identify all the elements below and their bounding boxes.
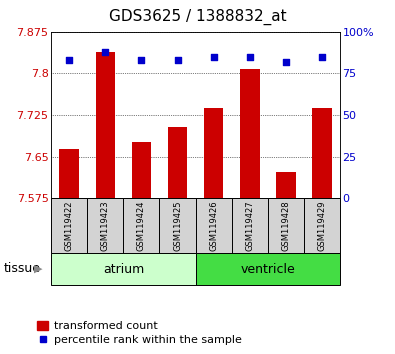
Point xyxy=(138,57,145,63)
Point xyxy=(102,49,109,55)
Text: GSM119427: GSM119427 xyxy=(245,200,254,251)
Text: GDS3625 / 1388832_at: GDS3625 / 1388832_at xyxy=(109,9,286,25)
Bar xyxy=(304,198,340,253)
Point xyxy=(174,57,181,63)
Bar xyxy=(87,198,123,253)
Text: GSM119429: GSM119429 xyxy=(317,200,326,251)
Text: GSM119424: GSM119424 xyxy=(137,200,146,251)
Bar xyxy=(160,198,196,253)
Bar xyxy=(267,198,304,253)
Point xyxy=(282,59,289,65)
Text: GSM119423: GSM119423 xyxy=(101,200,110,251)
Text: GSM119428: GSM119428 xyxy=(281,200,290,251)
Legend: transformed count, percentile rank within the sample: transformed count, percentile rank withi… xyxy=(37,321,242,345)
Bar xyxy=(196,198,231,253)
Point xyxy=(246,54,253,59)
Point xyxy=(66,57,73,63)
Bar xyxy=(51,253,196,285)
Point xyxy=(318,54,325,59)
Bar xyxy=(312,108,331,198)
Text: tissue: tissue xyxy=(4,262,41,275)
Bar xyxy=(167,127,187,198)
Text: ventricle: ventricle xyxy=(240,263,295,275)
Bar xyxy=(51,198,87,253)
Bar xyxy=(240,69,260,198)
Text: GSM119426: GSM119426 xyxy=(209,200,218,251)
Text: GSM119422: GSM119422 xyxy=(65,200,74,251)
Bar xyxy=(204,108,224,198)
Bar xyxy=(231,198,267,253)
Bar xyxy=(132,142,151,198)
Bar xyxy=(60,149,79,198)
Bar xyxy=(196,253,340,285)
Bar xyxy=(96,52,115,198)
Bar xyxy=(276,172,295,198)
Point xyxy=(211,54,217,59)
Bar xyxy=(123,198,160,253)
Text: atrium: atrium xyxy=(103,263,144,275)
Text: ▶: ▶ xyxy=(34,263,42,273)
Text: GSM119425: GSM119425 xyxy=(173,200,182,251)
